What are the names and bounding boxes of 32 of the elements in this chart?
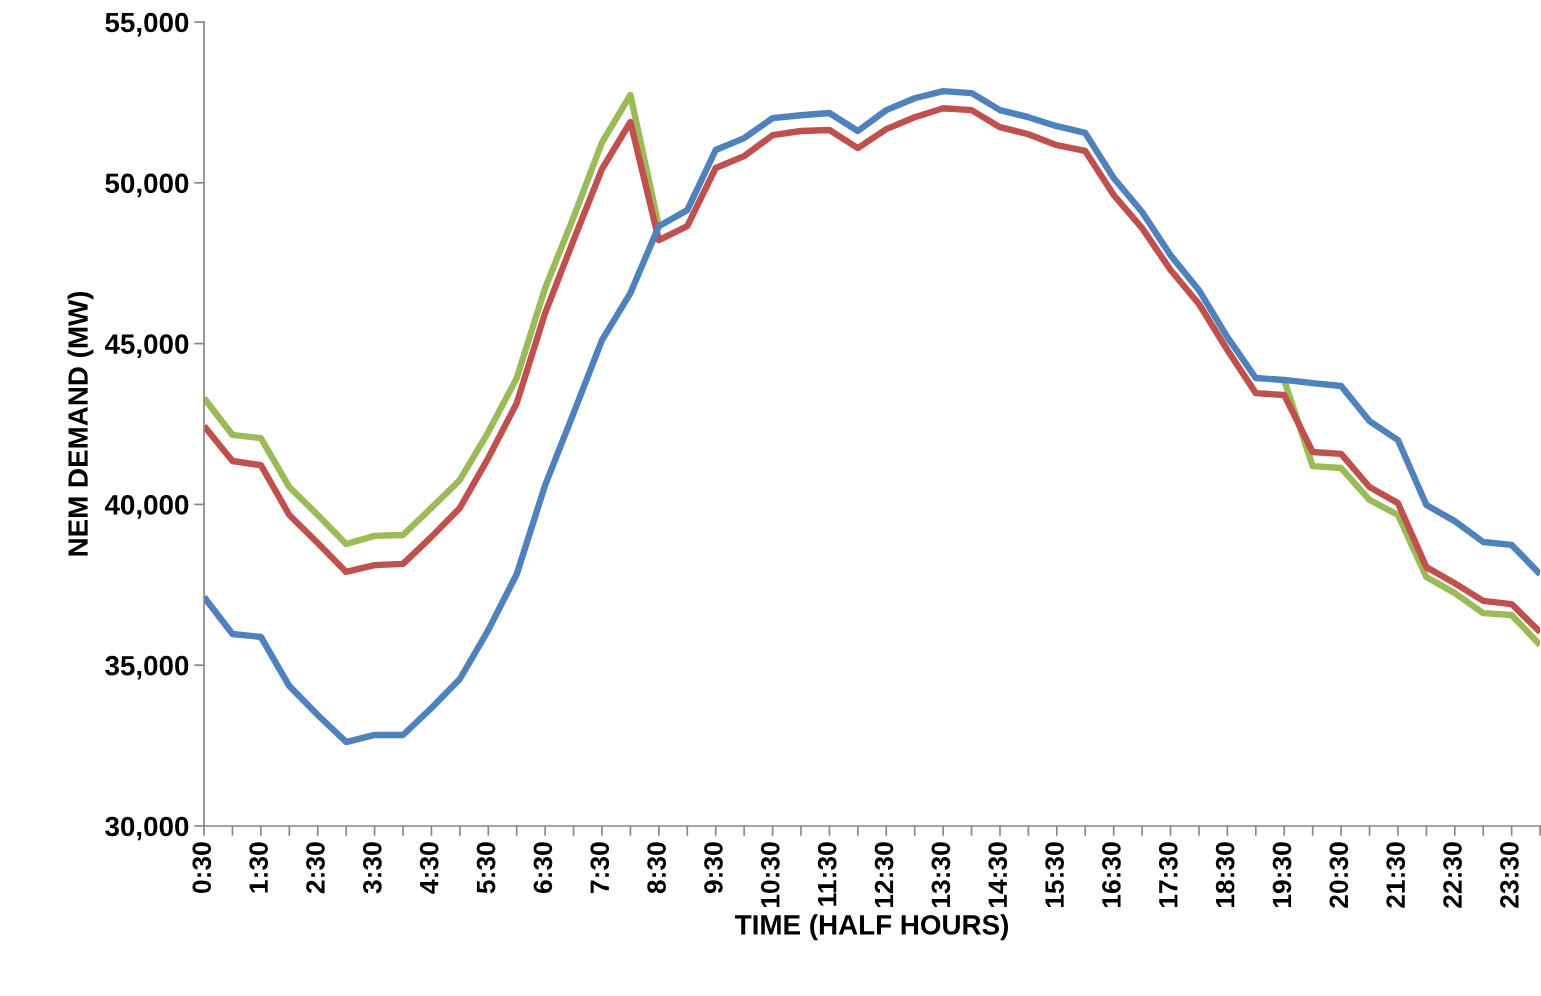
- x-tick-label: 20:30: [1329, 842, 1349, 908]
- x-tick-label: 8:30: [647, 842, 666, 894]
- x-tick-label: 3:30: [362, 842, 382, 894]
- x-tick-label: 10:30: [760, 842, 780, 908]
- y-tick-label: 30,000: [105, 816, 189, 841]
- y-tick-label: 35,000: [105, 655, 189, 680]
- x-tick-label: 2:30: [306, 842, 325, 894]
- y-tick-label: 50,000: [105, 173, 189, 198]
- x-tick-label: 16:30: [1102, 842, 1121, 908]
- x-tick-label: 22:30: [1443, 842, 1462, 908]
- x-tick-label: 18:30: [1215, 842, 1235, 908]
- x-axis-title: TIME (HALF HOURS): [735, 914, 1008, 941]
- x-tick-label: 23:30: [1500, 842, 1519, 908]
- y-tick-label: 45,000: [104, 334, 189, 358]
- y-tick-label: 40,000: [104, 495, 189, 519]
- x-tick-label: 9:30: [704, 842, 723, 894]
- x-tick-label: 0:30: [192, 842, 212, 894]
- x-tick-label: 4:30: [419, 842, 439, 894]
- x-tick-label: 13:30: [931, 842, 951, 908]
- x-tick-label: 17:30: [1158, 842, 1178, 908]
- x-tick-label: 11:30: [817, 842, 837, 906]
- x-tick-label: 21:30: [1386, 842, 1406, 908]
- x-tick-label: 12:30: [874, 842, 894, 908]
- y-axis-title: NEM DEMAND (MW): [67, 291, 94, 556]
- x-tick-label: 15:30: [1045, 842, 1064, 908]
- x-tick-label: 19:30: [1272, 842, 1292, 908]
- x-tick-label: 7:30: [590, 842, 610, 893]
- x-tick-label: 14:30: [988, 842, 1008, 908]
- x-tick-label: 6:30: [533, 842, 553, 894]
- x-tick-label: 1:30: [249, 842, 268, 893]
- x-tick-label: 5:30: [476, 842, 496, 894]
- y-tick-label: 55,000: [105, 12, 189, 37]
